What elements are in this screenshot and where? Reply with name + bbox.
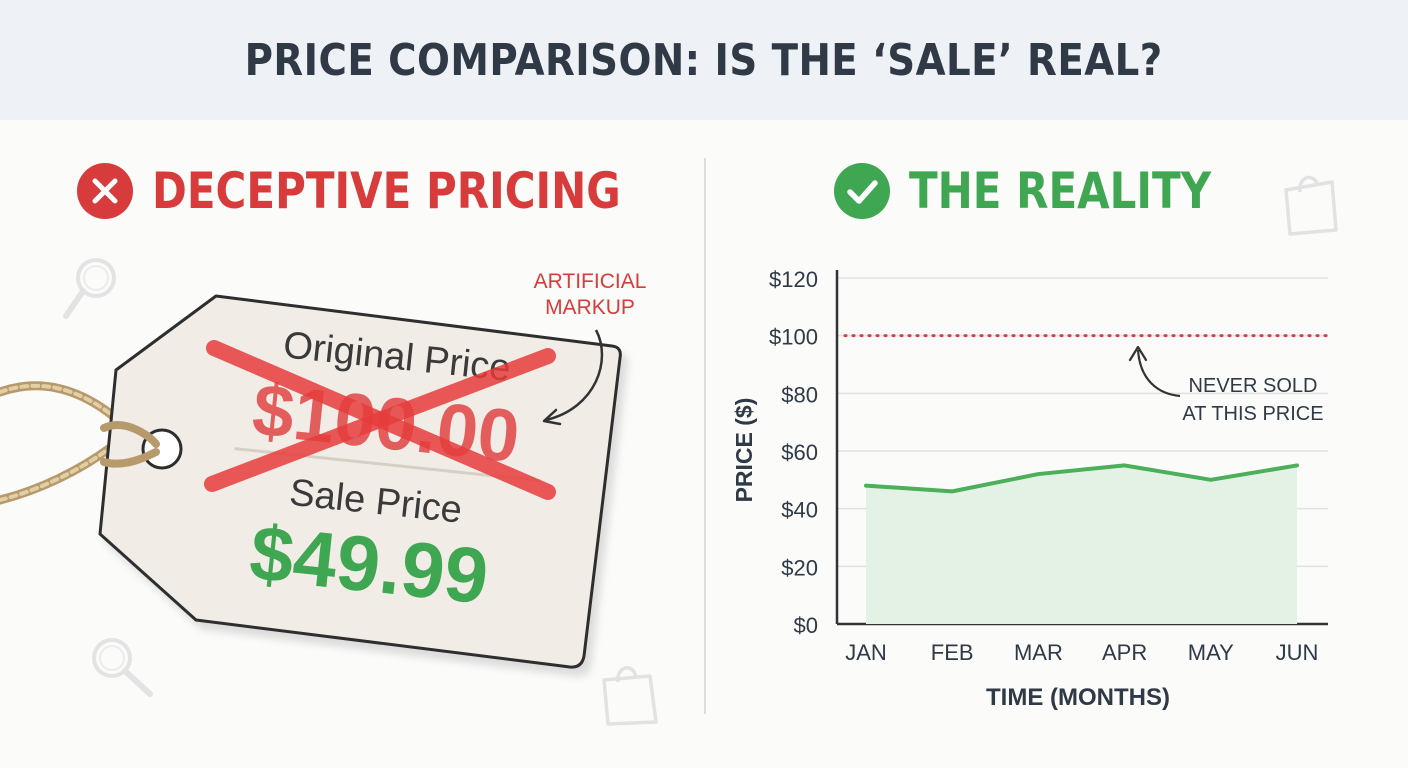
y-tick-label: $40 [781, 498, 818, 523]
panel-divider [704, 158, 706, 714]
strike-line [204, 348, 556, 492]
x-tick-label: MAR [1014, 640, 1063, 665]
y-tick-label: $120 [769, 267, 818, 292]
shopping-bag-icon [1284, 175, 1338, 236]
header-bar: PRICE COMPARISON: IS THE ‘SALE’ REAL? [0, 0, 1408, 120]
right-panel-title-text: THE REALITY [909, 162, 1212, 220]
markup-annotation-line2: MARKUP [545, 296, 635, 319]
series-line [864, 463, 1299, 494]
series-area-fill [866, 465, 1297, 624]
shopping-bag-icon [602, 666, 658, 726]
annotation-arrow [545, 329, 604, 422]
x-tick-label: MAY [1188, 640, 1234, 665]
right-panel-title: THE REALITY [833, 162, 1269, 220]
y-tick-label: $20 [781, 555, 818, 580]
chart-annotation-line2: AT THIS PRICE [1182, 403, 1323, 425]
magnifier-icon [63, 258, 116, 319]
x-tick-label: FEB [931, 640, 974, 665]
x-tick-label: APR [1102, 640, 1147, 665]
x-tick-label: JAN [845, 640, 887, 665]
y-tick-label: $80 [781, 382, 818, 407]
magnifier-icon [92, 638, 153, 697]
chart-annotation-arrow [1136, 349, 1181, 398]
left-panel-title-text: DECEPTIVE PRICING [152, 162, 621, 220]
price-tag [98, 294, 622, 669]
markup-annotation-line1: ARTIFICIAL [534, 270, 647, 293]
y-tick-label: $100 [769, 325, 818, 350]
left-panel-title: DECEPTIVE PRICING [76, 162, 710, 220]
y-tick-label: $60 [781, 440, 818, 465]
x-tick-label: JUN [1276, 640, 1319, 665]
page-title: PRICE COMPARISON: IS THE ‘SALE’ REAL? [244, 34, 1164, 86]
check-circle-icon [834, 163, 890, 219]
chart-annotation-line1: NEVER SOLD [1189, 375, 1318, 397]
y-tick-label: $0 [794, 613, 818, 638]
x-axis-label: TIME (MONTHS) [986, 684, 1170, 711]
y-axis-label: PRICE ($) [731, 398, 757, 503]
x-circle-icon [77, 163, 133, 219]
price-history-chart: $0 $20 $40 $60 $80 $100 $120 JAN FEB MAR APR MAY JU… [731, 267, 1330, 711]
price-tag-illustration: Original Price $100.00 Sale Price $49.99… [0, 270, 647, 669]
